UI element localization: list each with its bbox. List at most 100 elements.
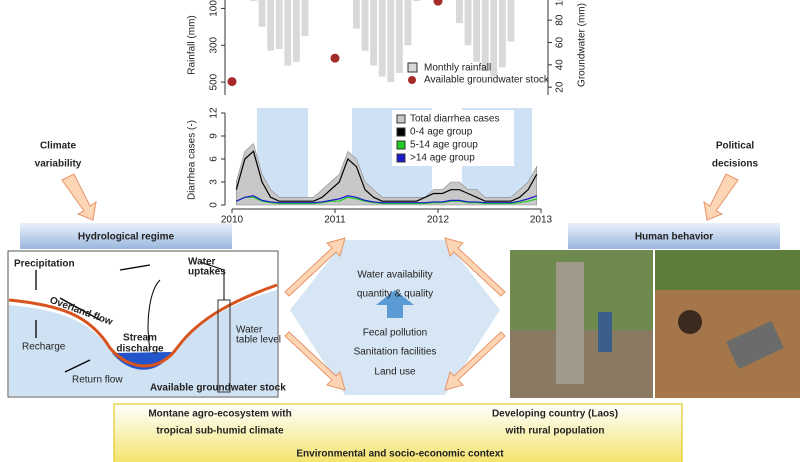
legend-label: 0-4 age group: [410, 127, 473, 138]
y2-tick-label: 60: [555, 37, 566, 49]
legend-label: >14 age group: [410, 153, 475, 164]
rainfall-bar: [301, 0, 309, 37]
y-tick-label: 0: [209, 202, 220, 208]
rainfall-bar: [481, 0, 489, 72]
y-tick-label: 12: [209, 107, 220, 119]
rainfall-bar: [361, 0, 369, 51]
banner: [20, 223, 232, 249]
arrow: [703, 173, 739, 221]
rainfall-bar: [353, 0, 360, 29]
x-tick-label: 2012: [427, 215, 450, 226]
y2-axis-label: Groundwater (mm): [577, 3, 588, 87]
rainfall-bar: [507, 0, 515, 42]
political-label: decisions: [712, 159, 759, 170]
legend-label: 5-14 age group: [410, 140, 478, 151]
rainfall-bar: [456, 0, 463, 24]
y-tick-label: 500: [209, 73, 220, 90]
y-tick-label: 100: [209, 0, 220, 17]
groundwater-point: [330, 53, 340, 63]
sketch-label: Stream: [123, 333, 157, 344]
total-area: [235, 143, 538, 206]
x-tick-label: 2013: [530, 215, 553, 226]
arrows: [284, 237, 506, 391]
sketch-label: uptakes: [188, 267, 226, 278]
sketch-label: table level: [236, 335, 281, 346]
sketch-label: Available groundwater stock: [150, 383, 286, 394]
center-text: quantity & quality: [357, 289, 433, 300]
arrow: [61, 173, 97, 221]
groundwater-point: [227, 77, 237, 87]
climate-label: Climate: [40, 141, 77, 152]
legend-label: Monthly rainfall: [424, 63, 491, 74]
political-label: Political: [716, 141, 755, 152]
rainfall-bar: [490, 0, 498, 77]
center-text: Sanitation facilities: [354, 347, 437, 358]
rainfall-bar: [258, 0, 266, 27]
sketch-label: Precipitation: [14, 259, 75, 270]
center-text: Water availability: [357, 270, 432, 281]
y2-tick-label: 40: [555, 59, 566, 71]
groundwater-point: [433, 0, 443, 6]
rainfall-bar: [250, 0, 257, 2]
x-tick-label: 2011: [324, 215, 346, 226]
series-line: [236, 195, 537, 204]
series-line: [235, 150, 538, 202]
legend-label: Total diarrhea cases: [410, 114, 500, 125]
rainfall-bar: [464, 0, 472, 46]
context-text: Developing country (Laos): [492, 409, 618, 420]
legend-swatch: [407, 62, 418, 73]
legend: Monthly rainfall Available groundwater s…: [407, 62, 550, 86]
plots: 100 300 500 20 40 60 80 100 0 3 6 9 12 2010 2011 2012 20…: [209, 0, 566, 226]
series-line: [236, 196, 537, 205]
rainfall-bar: [284, 0, 292, 66]
legend-box: [392, 110, 514, 166]
center-text: Fecal pollution: [363, 328, 427, 339]
y-tick-label: 300: [209, 36, 220, 53]
context-text: Montane agro-ecosystem with: [148, 409, 291, 420]
context-title: Environmental and socio-economic context: [296, 449, 504, 460]
sketch-label: Water: [236, 325, 263, 336]
human-title: Human behavior: [635, 232, 713, 243]
hydro-sketch: Precipitation Overland flow Water uptake…: [7, 250, 286, 398]
banner: [568, 223, 780, 249]
photo: [655, 250, 800, 398]
sketch-label: Recharge: [22, 342, 66, 353]
legend-swatch: [396, 127, 406, 137]
y-axis-label: Rainfall (mm): [187, 15, 198, 74]
rainfall-bar: [404, 0, 412, 46]
x-tick-label: 2010: [221, 215, 244, 226]
y-axis-label: Diarrhea cases (-): [187, 120, 198, 200]
hydro-title: Hydrological regime: [78, 232, 175, 243]
rainfall-bar: [498, 0, 506, 68]
legend-swatch: [396, 153, 406, 163]
rainfall-bar: [267, 0, 275, 51]
climate-label: variability: [35, 159, 82, 170]
rainfall-bar: [292, 0, 300, 62]
center-text: Land use: [374, 367, 416, 378]
context-text: tropical sub-humid climate: [156, 426, 284, 437]
sketch-label: discharge: [116, 344, 164, 355]
rainfall-bar: [378, 0, 386, 77]
rainfall-bar: [473, 0, 481, 62]
legend-swatch: [396, 114, 406, 124]
photo: [510, 250, 653, 398]
legend: Total diarrhea cases 0-4 age group 5-14 …: [392, 110, 514, 166]
y2-tick-label: 100: [555, 0, 566, 6]
sketch-label: Return flow: [72, 375, 123, 386]
rainfall-bar: [387, 0, 395, 83]
y-tick-label: 6: [209, 156, 220, 162]
y2-tick-label: 80: [555, 14, 566, 26]
y-tick-label: 3: [209, 179, 220, 185]
legend-swatch: [408, 76, 416, 84]
rainfall-bar: [370, 0, 378, 66]
legend-swatch: [396, 140, 406, 150]
y2-tick-label: 20: [555, 81, 566, 93]
legend-label: Available groundwater stock: [424, 75, 550, 86]
rainfall-bar: [413, 0, 420, 2]
context-text: with rural population: [505, 426, 605, 437]
y-tick-label: 9: [209, 133, 220, 139]
rainfall-bar: [275, 0, 283, 49]
sketch-label: Water: [188, 257, 216, 268]
context-box: [113, 403, 683, 462]
